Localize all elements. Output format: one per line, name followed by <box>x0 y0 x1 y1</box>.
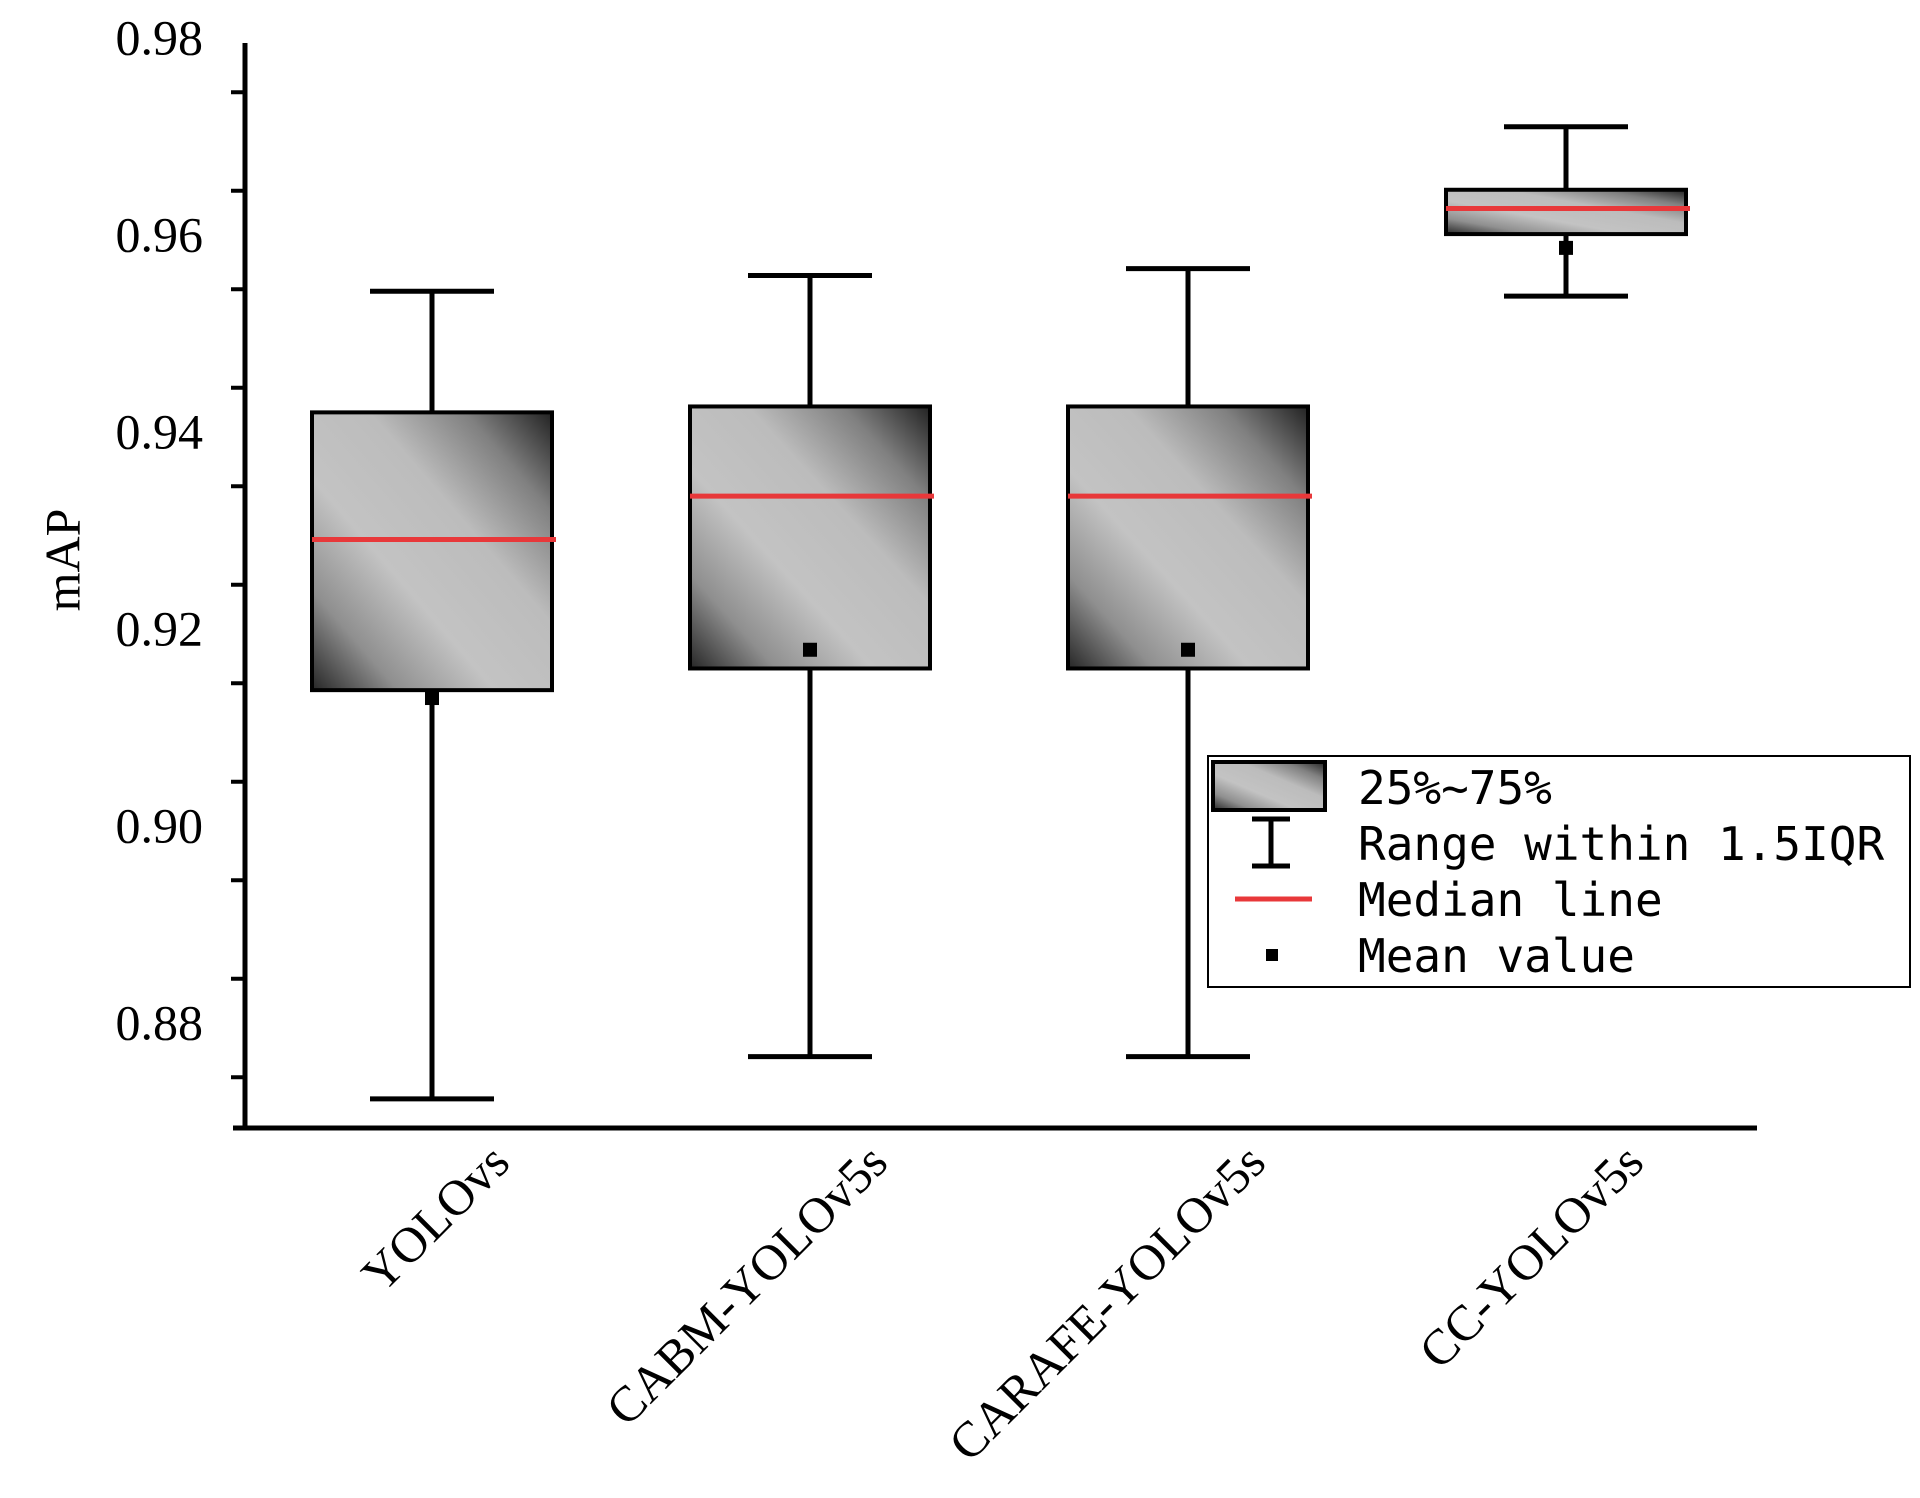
iqr-box <box>310 410 554 693</box>
y-tick-label: 0.96 <box>116 206 204 262</box>
legend-mean-swatch <box>1266 949 1278 961</box>
y-axis-label: mAP <box>34 509 90 612</box>
x-labels: YOLOvs CABM-YOLOv5s CARAFE-YOLOv5s CC-YOLOv… <box>351 1133 1654 1471</box>
mean-marker <box>803 642 817 657</box>
y-tick-label: 0.90 <box>116 797 204 853</box>
legend-label-box: 25%~75% <box>1358 761 1552 815</box>
mean-marker <box>1181 642 1195 657</box>
mean-marker <box>1559 240 1573 255</box>
iqr-box <box>1066 404 1310 671</box>
legend: 25%~75% Range within 1.5IQR Median line … <box>1207 755 1911 988</box>
legend-label-mean: Mean value <box>1358 929 1635 983</box>
x-tick-label: CC-YOLOv5s <box>1408 1133 1654 1379</box>
iqr-box <box>1444 187 1688 237</box>
box-4 <box>1444 124 1690 299</box>
axes: 0.88 0.90 0.92 0.94 0.96 0.98 mAP <box>34 9 1757 1131</box>
box-1 <box>310 288 556 1102</box>
box-2 <box>688 272 934 1060</box>
y-tick-label: 0.88 <box>116 994 204 1050</box>
legend-label-range: Range within 1.5IQR <box>1358 817 1884 871</box>
y-tick-label: 0.92 <box>116 600 204 656</box>
boxes <box>310 124 1690 1102</box>
x-tick-label: YOLOvs <box>351 1133 520 1302</box>
box-3 <box>1066 266 1312 1060</box>
legend-range-swatch <box>1252 816 1290 869</box>
y-tick-label: 0.98 <box>116 9 204 65</box>
mean-marker <box>425 691 439 706</box>
legend-box-swatch <box>1211 760 1327 812</box>
x-tick-label: CARAFE-YOLOv5s <box>938 1133 1276 1471</box>
iqr-box <box>688 404 932 671</box>
x-tick-label: CABM-YOLOv5s <box>595 1133 898 1436</box>
y-ticks: 0.88 0.90 0.92 0.94 0.96 0.98 <box>116 9 245 1080</box>
y-tick-label: 0.94 <box>116 403 204 459</box>
legend-label-median: Median line <box>1358 873 1663 927</box>
